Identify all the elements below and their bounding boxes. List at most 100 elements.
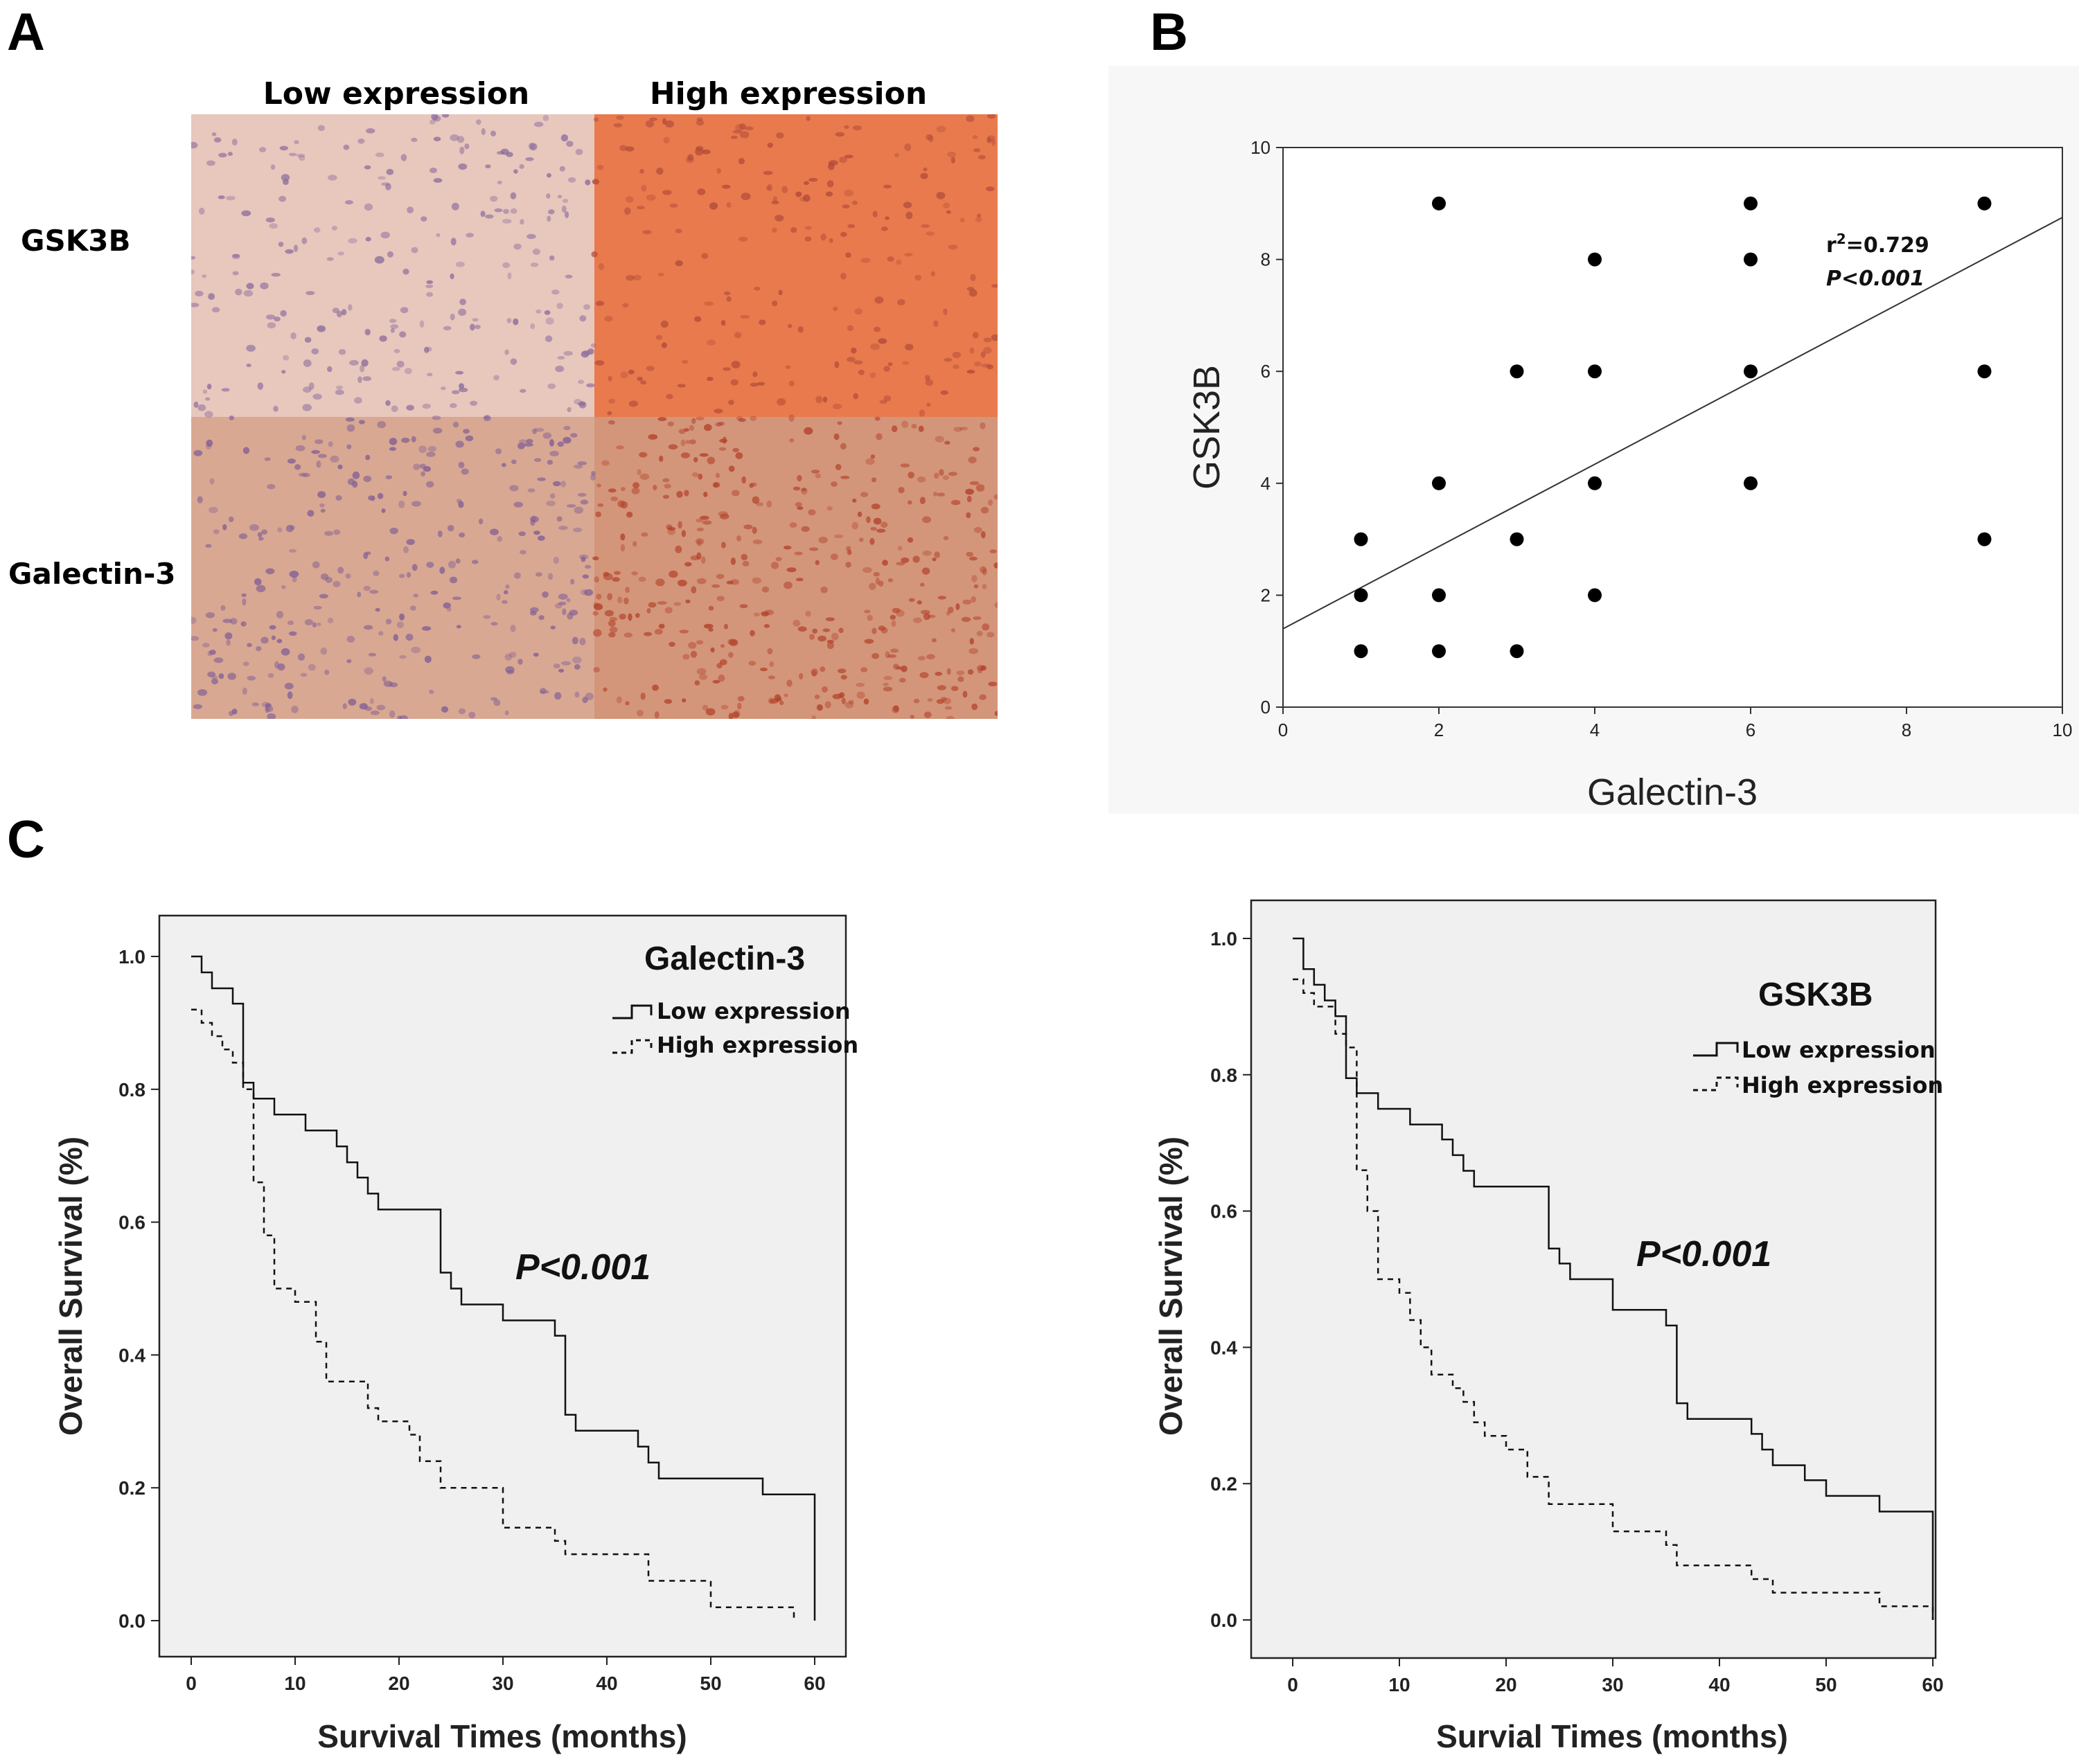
- cell-nucleus: [840, 231, 847, 238]
- cell-nucleus: [517, 659, 523, 665]
- cell-nucleus: [982, 584, 987, 589]
- cell-nucleus: [739, 604, 748, 609]
- cell-nucleus: [280, 310, 287, 317]
- cell-nucleus: [450, 273, 454, 280]
- cell-nucleus: [617, 596, 623, 604]
- cell-nucleus: [868, 582, 876, 590]
- cell-nucleus: [557, 195, 563, 199]
- cell-nucleus: [227, 152, 233, 157]
- cell-nucleus: [231, 139, 238, 146]
- cell-nucleus: [645, 120, 655, 128]
- cell-nucleus: [993, 494, 998, 500]
- cell-nucleus: [338, 349, 346, 355]
- cell-nucleus: [654, 711, 660, 719]
- cell-nucleus: [883, 686, 893, 692]
- cell-nucleus: [563, 426, 571, 431]
- cell-nucleus: [423, 466, 432, 472]
- cell-nucleus: [841, 697, 846, 704]
- cell-nucleus: [620, 501, 628, 509]
- cell-nucleus: [789, 438, 795, 443]
- cell-nucleus: [390, 328, 395, 333]
- cell-nucleus: [360, 364, 365, 373]
- cell-nucleus: [464, 143, 470, 150]
- km-xtick-label: 20: [1495, 1674, 1516, 1695]
- cell-nucleus: [517, 443, 525, 449]
- cell-nucleus: [937, 596, 946, 600]
- cell-nucleus: [608, 632, 616, 638]
- cell-nucleus: [871, 477, 877, 483]
- cell-nucleus: [950, 628, 955, 633]
- cell-nucleus: [604, 609, 614, 617]
- cell-nucleus: [872, 652, 880, 659]
- cell-nucleus: [317, 125, 326, 132]
- cell-nucleus: [335, 389, 344, 395]
- cell-nucleus: [547, 383, 556, 389]
- cell-nucleus: [902, 361, 910, 365]
- cell-nucleus: [308, 663, 316, 671]
- cell-nucleus: [411, 436, 416, 443]
- cell-nucleus: [558, 601, 567, 605]
- cell-nucleus: [919, 497, 926, 505]
- cell-nucleus: [684, 562, 692, 567]
- cell-nucleus: [680, 452, 691, 458]
- cell-nucleus: [344, 200, 353, 205]
- scatter-xtick-label: 10: [2053, 720, 2073, 740]
- col-header-low: Low expression: [263, 76, 530, 112]
- km-galectin3-legend-high: High expression: [657, 1032, 858, 1058]
- cell-nucleus: [983, 346, 992, 354]
- cell-nucleus: [596, 165, 604, 170]
- scatter-point: [1744, 364, 1758, 379]
- cell-nucleus: [801, 526, 810, 533]
- km-galectin3-title: Galectin-3: [644, 941, 805, 977]
- cell-nucleus: [490, 621, 498, 626]
- cell-nucleus: [374, 256, 384, 264]
- cell-nucleus: [962, 691, 968, 698]
- cell-nucleus: [764, 609, 775, 616]
- cell-nucleus: [925, 375, 930, 381]
- cell-nucleus: [620, 533, 626, 541]
- cell-nucleus: [950, 157, 955, 163]
- cell-nucleus: [917, 600, 922, 605]
- cell-nucleus: [327, 617, 334, 624]
- scatter-ytick-label: 0: [1261, 697, 1271, 718]
- cell-nucleus: [716, 573, 725, 580]
- cell-nucleus: [287, 621, 294, 625]
- km-xtick-label: 30: [1602, 1674, 1623, 1695]
- cell-nucleus: [316, 461, 321, 468]
- cell-nucleus: [545, 317, 554, 325]
- cell-nucleus: [624, 207, 631, 215]
- cell-nucleus: [511, 459, 517, 465]
- cell-nucleus: [687, 154, 693, 161]
- cell-nucleus: [399, 715, 409, 719]
- cell-nucleus: [524, 443, 533, 447]
- cell-nucleus: [533, 121, 544, 127]
- cell-nucleus: [726, 202, 732, 208]
- cell-nucleus: [594, 360, 605, 366]
- cell-nucleus: [817, 635, 826, 642]
- cell-nucleus: [689, 439, 696, 445]
- cell-nucleus: [956, 670, 965, 675]
- cell-nucleus: [811, 715, 817, 719]
- cell-nucleus: [506, 318, 512, 323]
- cell-nucleus: [851, 522, 858, 530]
- cell-nucleus: [944, 357, 953, 362]
- cell-nucleus: [490, 130, 497, 136]
- cell-nucleus: [337, 251, 345, 256]
- cell-nucleus: [256, 646, 262, 652]
- cell-nucleus: [553, 663, 560, 669]
- cell-nucleus: [678, 580, 687, 587]
- cell-nucleus: [582, 574, 589, 579]
- cell-nucleus: [348, 304, 353, 311]
- cell-nucleus: [495, 448, 502, 454]
- cell-nucleus: [966, 115, 975, 123]
- micrograph-galectin3-high: [594, 417, 998, 719]
- cell-nucleus: [258, 537, 264, 541]
- km-gsk3b-legend-dashed-symbol: [1693, 1076, 1739, 1092]
- cell-nucleus: [363, 552, 369, 560]
- cell-nucleus: [294, 140, 299, 144]
- cell-nucleus: [715, 422, 723, 427]
- cell-nucleus: [752, 540, 763, 544]
- cell-nucleus: [936, 699, 944, 704]
- cell-nucleus: [222, 524, 227, 531]
- cell-nucleus: [852, 498, 857, 503]
